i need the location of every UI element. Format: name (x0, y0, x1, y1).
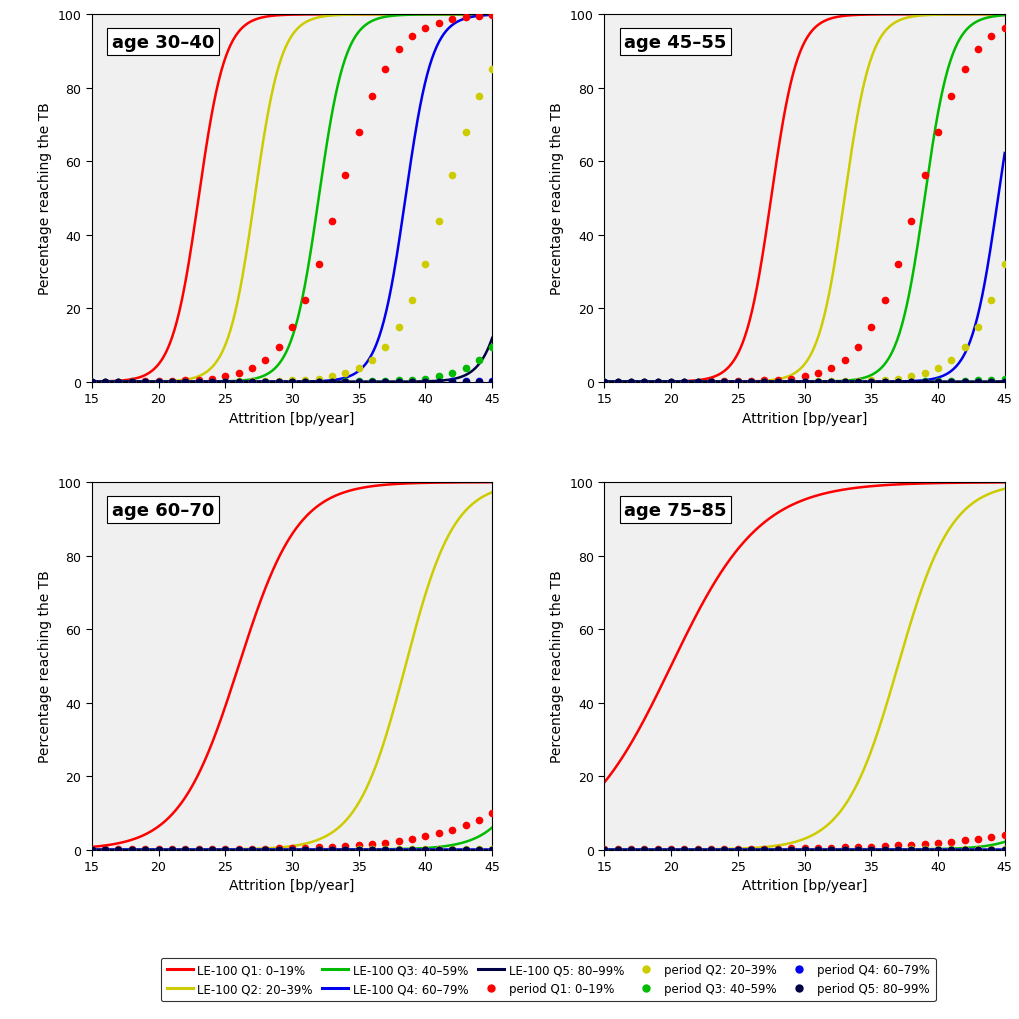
X-axis label: Attrition [bp/year]: Attrition [bp/year] (741, 412, 866, 425)
Text: age 45–55: age 45–55 (624, 34, 726, 52)
Legend: LE-100 Q1: 0–19%, LE-100 Q2: 20–39%, LE-100 Q3: 40–59%, LE-100 Q4: 60–79%, LE-10: LE-100 Q1: 0–19%, LE-100 Q2: 20–39%, LE-… (161, 958, 934, 1002)
Text: age 60–70: age 60–70 (112, 501, 214, 519)
Text: age 30–40: age 30–40 (112, 34, 214, 52)
X-axis label: Attrition [bp/year]: Attrition [bp/year] (229, 412, 355, 425)
Y-axis label: Percentage reaching the TB: Percentage reaching the TB (38, 570, 52, 762)
X-axis label: Attrition [bp/year]: Attrition [bp/year] (741, 878, 866, 893)
Text: age 75–85: age 75–85 (624, 501, 727, 519)
Y-axis label: Percentage reaching the TB: Percentage reaching the TB (550, 570, 564, 762)
Y-axis label: Percentage reaching the TB: Percentage reaching the TB (550, 103, 564, 296)
Y-axis label: Percentage reaching the TB: Percentage reaching the TB (38, 103, 52, 296)
X-axis label: Attrition [bp/year]: Attrition [bp/year] (229, 878, 355, 893)
